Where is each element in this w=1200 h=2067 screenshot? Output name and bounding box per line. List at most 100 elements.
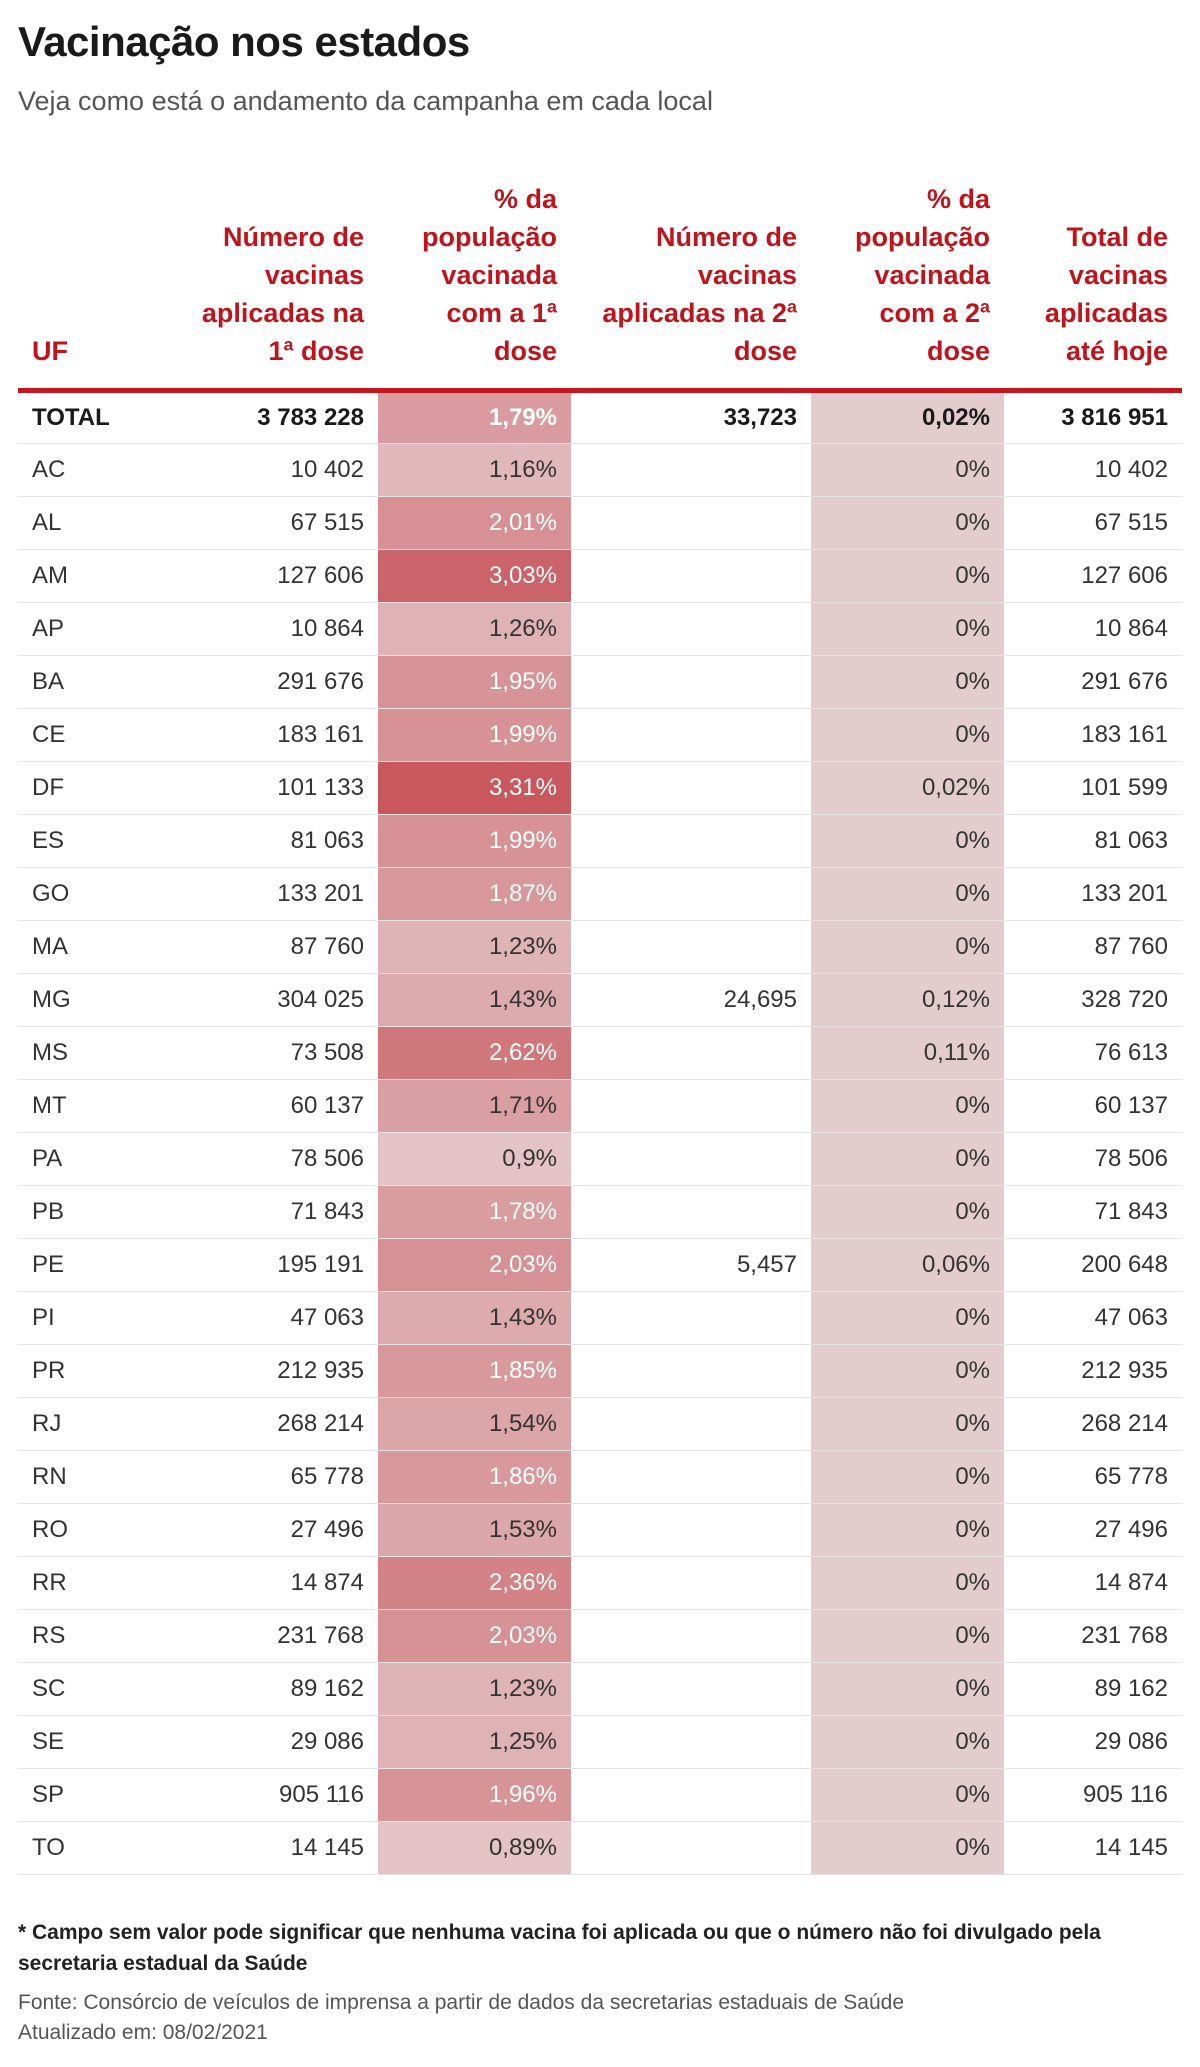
cell-dose2-count (571, 443, 811, 497)
cell-dose1-pct: 0,9% (378, 1132, 571, 1186)
cell-dose1-pct: 1,71% (378, 1079, 571, 1133)
cell-dose1-count: 67 515 (180, 496, 378, 550)
cell-dose1-pct: 1,95% (378, 655, 571, 709)
cell-dose2-count (571, 761, 811, 815)
cell-total: 14 145 (1004, 1821, 1182, 1875)
cell-dose2-pct: 0% (811, 1450, 1004, 1504)
cell-uf: ES (18, 814, 180, 868)
cell-dose1-pct: 1,87% (378, 867, 571, 921)
cell-dose2-pct: 0,06% (811, 1238, 1004, 1292)
cell-dose1-count: 10 864 (180, 602, 378, 656)
cell-total: 10 402 (1004, 443, 1182, 497)
cell-dose2-count (571, 1132, 811, 1186)
cell-dose1-count: 14 874 (180, 1556, 378, 1610)
cell-total: 67 515 (1004, 496, 1182, 550)
cell-uf: SE (18, 1715, 180, 1769)
table-row: RJ 268 214 1,54% 0% 268 214 (18, 1397, 1182, 1451)
cell-total: 89 162 (1004, 1662, 1182, 1716)
cell-uf: MS (18, 1026, 180, 1080)
cell-dose1-count: 14 145 (180, 1821, 378, 1875)
cell-total: 10 864 (1004, 602, 1182, 656)
cell-dose2-pct: 0% (811, 602, 1004, 656)
cell-dose1-count: 65 778 (180, 1450, 378, 1504)
cell-dose2-count (571, 1662, 811, 1716)
cell-uf: AM (18, 549, 180, 603)
table-row: MT 60 137 1,71% 0% 60 137 (18, 1079, 1182, 1133)
cell-total: 905 116 (1004, 1768, 1182, 1822)
cell-dose1-count: 231 768 (180, 1609, 378, 1663)
cell-uf: BA (18, 655, 180, 709)
cell-total: 27 496 (1004, 1503, 1182, 1557)
table-row: PR 212 935 1,85% 0% 212 935 (18, 1344, 1182, 1398)
cell-dose2-pct: 0% (811, 1503, 1004, 1557)
cell-dose2-pct: 0% (811, 1344, 1004, 1398)
table-row: PB 71 843 1,78% 0% 71 843 (18, 1185, 1182, 1239)
table-row: GO 133 201 1,87% 0% 133 201 (18, 867, 1182, 921)
cell-dose2-pct: 0% (811, 1079, 1004, 1133)
cell-dose2-pct: 0,11% (811, 1026, 1004, 1080)
cell-uf: GO (18, 867, 180, 921)
cell-total: 231 768 (1004, 1609, 1182, 1663)
cell-dose1-count: 89 162 (180, 1662, 378, 1716)
cell-dose1-count: 905 116 (180, 1768, 378, 1822)
cell-dose1-count: 60 137 (180, 1079, 378, 1133)
table-row: SC 89 162 1,23% 0% 89 162 (18, 1662, 1182, 1716)
updated-note: Atualizado em: 08/02/2021 (18, 2021, 268, 2044)
cell-uf: MG (18, 973, 180, 1027)
cell-dose2-count (571, 1344, 811, 1398)
cell-dose1-pct: 1,99% (378, 708, 571, 762)
cell-dose2-pct: 0% (811, 1397, 1004, 1451)
table-row: DF 101 133 3,31% 0,02% 101 599 (18, 761, 1182, 815)
table-row: CE 183 161 1,99% 0% 183 161 (18, 708, 1182, 762)
cell-dose2-count (571, 1079, 811, 1133)
cell-total: 71 843 (1004, 1185, 1182, 1239)
table-row: MA 87 760 1,23% 0% 87 760 (18, 920, 1182, 974)
cell-dose1-pct: 2,36% (378, 1556, 571, 1610)
cell-dose2-pct: 0,12% (811, 973, 1004, 1027)
cell-total: 78 506 (1004, 1132, 1182, 1186)
cell-uf: PB (18, 1185, 180, 1239)
cell-uf: PA (18, 1132, 180, 1186)
cell-total: 200 648 (1004, 1238, 1182, 1292)
cell-total: 76 613 (1004, 1026, 1182, 1080)
cell-dose2-count: 5,457 (571, 1238, 811, 1292)
cell-dose1-pct: 0,89% (378, 1821, 571, 1875)
cell-total: 3 816 951 (1004, 390, 1182, 444)
column-header-dose1-count: Número de vacinas aplicadas na 1ª dose (180, 170, 378, 393)
cell-dose1-pct: 2,62% (378, 1026, 571, 1080)
cell-dose1-pct: 2,03% (378, 1609, 571, 1663)
cell-dose1-count: 291 676 (180, 655, 378, 709)
cell-dose2-count (571, 1556, 811, 1610)
cell-dose1-count: 29 086 (180, 1715, 378, 1769)
cell-dose1-pct: 3,31% (378, 761, 571, 815)
cell-uf: AC (18, 443, 180, 497)
table-row: AP 10 864 1,26% 0% 10 864 (18, 602, 1182, 656)
cell-total: 291 676 (1004, 655, 1182, 709)
cell-total: 81 063 (1004, 814, 1182, 868)
table-row: BA 291 676 1,95% 0% 291 676 (18, 655, 1182, 709)
table-row: RO 27 496 1,53% 0% 27 496 (18, 1503, 1182, 1557)
table-row: MG 304 025 1,43% 24,695 0,12% 328 720 (18, 973, 1182, 1027)
cell-total: 47 063 (1004, 1291, 1182, 1345)
cell-dose2-count (571, 1397, 811, 1451)
cell-dose2-count (571, 602, 811, 656)
cell-uf: CE (18, 708, 180, 762)
cell-dose2-pct: 0% (811, 708, 1004, 762)
cell-dose1-pct: 1,23% (378, 1662, 571, 1716)
cell-dose2-count (571, 1821, 811, 1875)
cell-dose1-count: 71 843 (180, 1185, 378, 1239)
cell-dose2-pct: 0% (811, 1715, 1004, 1769)
cell-total: 65 778 (1004, 1450, 1182, 1504)
cell-dose1-pct: 1,96% (378, 1768, 571, 1822)
cell-uf: MT (18, 1079, 180, 1133)
cell-dose1-pct: 1,16% (378, 443, 571, 497)
cell-dose2-pct: 0% (811, 1185, 1004, 1239)
cell-dose1-count: 78 506 (180, 1132, 378, 1186)
cell-dose1-pct: 1,99% (378, 814, 571, 868)
cell-dose1-pct: 1,54% (378, 1397, 571, 1451)
table-row: RN 65 778 1,86% 0% 65 778 (18, 1450, 1182, 1504)
cell-dose2-count (571, 867, 811, 921)
cell-dose2-pct: 0% (811, 814, 1004, 868)
table-row: SE 29 086 1,25% 0% 29 086 (18, 1715, 1182, 1769)
